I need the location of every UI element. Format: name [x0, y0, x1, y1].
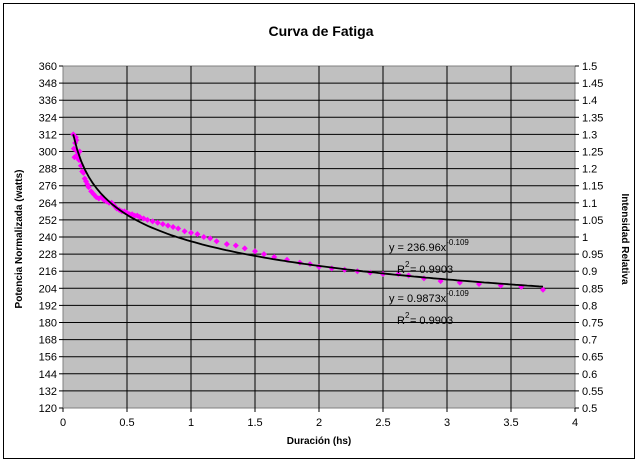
- x-tick-label: 0.5: [119, 417, 134, 429]
- data-point: [144, 216, 151, 223]
- data-point: [252, 248, 258, 255]
- y2-tick-label: 0.55: [582, 386, 603, 398]
- y2-tick-label: 0.95: [582, 249, 603, 261]
- y2-tick-label: 0.75: [582, 318, 603, 330]
- y2-tick-label: 1: [582, 232, 588, 244]
- y2-tick-label: 0.7: [582, 335, 597, 347]
- data-point: [85, 184, 92, 191]
- data-point: [207, 235, 214, 242]
- trendline: [72, 134, 544, 288]
- y-tick-label: 120: [39, 403, 57, 415]
- data-point: [188, 229, 194, 236]
- r-squared-value: = 0.9903: [410, 264, 453, 276]
- data-point: [175, 225, 182, 232]
- chart-title: Curva de Fatiga: [268, 23, 373, 39]
- data-point: [241, 245, 248, 252]
- data-point: [181, 228, 188, 235]
- r-squared-exp: 2: [405, 260, 410, 269]
- trendline-equation-1: y = 236.96x -0.109 R 2 = 0.9903: [389, 238, 469, 276]
- y2-tick-label: 1.4: [582, 95, 597, 107]
- y2-tick-label: 0.6: [582, 369, 597, 381]
- y-tick-label: 288: [39, 164, 57, 176]
- y-tick-label: 144: [39, 369, 57, 381]
- y2-tick-label: 0.65: [582, 352, 603, 364]
- x-axis-ticks: 0 0.5 1 1.5 2 2.5 3 3.5 4: [60, 408, 578, 429]
- data-point: [223, 241, 230, 248]
- equation-text: y = 0.9873x: [389, 293, 447, 305]
- y2-tick-label: 0.5: [582, 403, 597, 415]
- r-squared-value: = 0.9903: [410, 315, 453, 327]
- y-axis-ticks: 120 132 144 156 168 180 192 204 216 228 240 252 264 2…: [39, 61, 63, 415]
- y-tick-label: 168: [39, 335, 57, 347]
- y-tick-label: 264: [39, 198, 57, 210]
- y2-tick-label: 1.5: [582, 61, 597, 73]
- y-tick-label: 312: [39, 129, 57, 141]
- x-tick-label: 4: [572, 417, 578, 429]
- x-tick-label: 3.5: [503, 417, 518, 429]
- equation-exponent: -0.109: [446, 238, 469, 247]
- y2-tick-label: 0.8: [582, 300, 597, 312]
- gridlines: [63, 66, 575, 408]
- r-squared-label: R: [397, 264, 405, 276]
- y2-axis-ticks: 0.5 0.55 0.6 0.65 0.7 0.75 0.8 0.85 0.9 0.95 1 1.05…: [575, 61, 603, 415]
- y-tick-label: 360: [39, 61, 57, 73]
- r-squared-label: R: [397, 315, 405, 327]
- data-point: [170, 224, 177, 231]
- data-point: [213, 238, 220, 245]
- data-point: [271, 253, 278, 260]
- equation-exponent: -0.109: [446, 289, 469, 298]
- y-tick-label: 192: [39, 300, 57, 312]
- y2-tick-label: 0.9: [582, 266, 597, 278]
- chart-svg: Curva de Fatiga 120132144156168180192204…: [14, 23, 630, 447]
- y-tick-label: 348: [39, 78, 57, 90]
- data-point: [200, 234, 207, 240]
- y-tick-label: 216: [39, 266, 57, 278]
- data-point: [540, 286, 546, 293]
- y-axis-title: Potencia Normalizada (watts): [14, 170, 25, 309]
- x-tick-label: 1.5: [247, 417, 262, 429]
- y2-tick-label: 1.2: [582, 164, 597, 176]
- data-point: [164, 222, 171, 229]
- x-tick-label: 0: [60, 417, 66, 429]
- trendline-equation-2: y = 0.9873x -0.109 R 2 = 0.9903: [389, 289, 469, 327]
- y-tick-label: 240: [39, 232, 57, 244]
- y-tick-label: 204: [39, 283, 57, 295]
- y2-tick-label: 0.85: [582, 283, 603, 295]
- x-tick-label: 2.5: [375, 417, 390, 429]
- data-point: [232, 242, 239, 249]
- y-tick-label: 276: [39, 181, 57, 193]
- y2-tick-label: 1.45: [582, 78, 603, 90]
- y-tick-label: 300: [39, 147, 57, 159]
- y2-tick-label: 1.05: [582, 215, 603, 227]
- data-point: [159, 221, 166, 228]
- y-tick-label: 156: [39, 352, 57, 364]
- data-point: [154, 219, 161, 226]
- x-axis-title: Duración (hs): [287, 436, 351, 447]
- x-tick-label: 1: [188, 417, 194, 429]
- x-tick-label: 2: [316, 417, 322, 429]
- equation-text: y = 236.96x: [389, 242, 447, 254]
- y2-tick-label: 1.15: [582, 181, 603, 193]
- y2-tick-label: 1.25: [582, 147, 603, 159]
- y2-tick-label: 1.3: [582, 129, 597, 141]
- data-point: [149, 218, 156, 225]
- data-point: [194, 231, 201, 238]
- y2-tick-label: 1.1: [582, 198, 597, 210]
- y-tick-label: 324: [39, 112, 57, 124]
- y-tick-label: 336: [39, 95, 57, 107]
- r-squared-exp: 2: [405, 311, 410, 320]
- y-tick-label: 228: [39, 249, 57, 261]
- x-tick-label: 3: [444, 417, 450, 429]
- y-tick-label: 180: [39, 318, 57, 330]
- y2-tick-label: 1.35: [582, 112, 603, 124]
- data-point: [70, 145, 77, 152]
- chart-frame: Curva de Fatiga 120 132 144 156 168 180 192 204…: [3, 3, 635, 459]
- y-tick-label: 132: [39, 386, 57, 398]
- trendline-path: [72, 134, 544, 288]
- data-point: [260, 251, 267, 258]
- y-tick-label: 252: [39, 215, 57, 227]
- y2-axis-title: Intensidad Relativa: [619, 193, 630, 285]
